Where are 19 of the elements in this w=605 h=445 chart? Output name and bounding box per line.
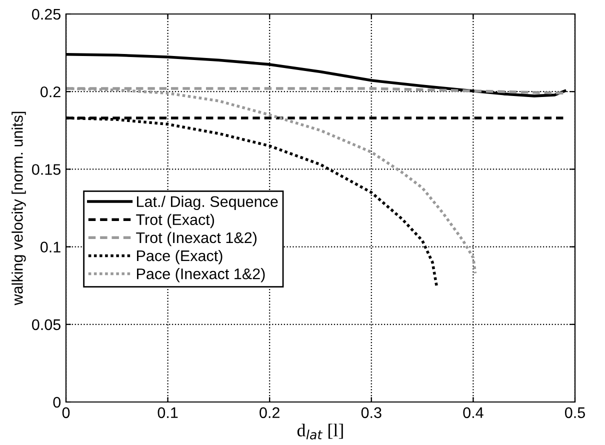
x-tick-label: 0.4 [463,407,484,418]
x-tick-label: 0.3 [361,407,382,418]
legend-label: Pace (Inexact 1&2) [137,268,265,282]
y-tick-label: 0.2 [40,86,60,98]
x-tick-label: 0.2 [260,407,280,418]
x-axis-title: d$_{lat}$ [l] [297,424,343,440]
y-tick-label: 0.05 [32,319,60,330]
x-tick-label: 0.5 [564,407,585,418]
y-axis-title: walking velocity [norm. units] [12,112,26,306]
y-tick-label: 0.25 [32,8,60,20]
legend-label: Pace (Exact) [137,250,222,264]
y-tick-label: 0.1 [40,242,60,252]
y-tick-label: 0 [53,396,61,408]
x-tick-label: 0.1 [158,407,178,418]
legend-label: Trot (Exact) [136,214,214,228]
legend-label: Lat./ Diag. Sequence [137,196,278,210]
x-tick-label: 0 [62,407,70,418]
legend-label: Trot (Inexact 1&2) [136,232,257,246]
y-tick-label: 0.15 [32,164,60,175]
